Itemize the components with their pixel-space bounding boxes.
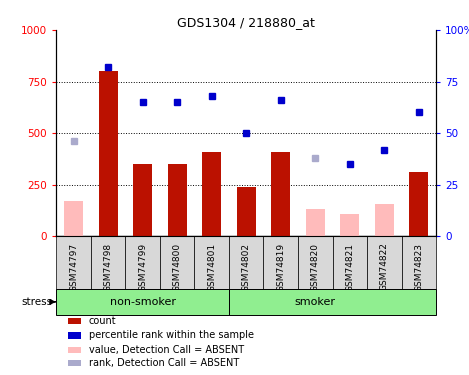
Bar (160, 236, 195, 289)
Text: percentile rank within the sample: percentile rank within the sample (89, 330, 254, 340)
Bar (125, 236, 160, 289)
Text: GSM74819: GSM74819 (276, 243, 285, 292)
Bar (333, 236, 367, 289)
Bar (401, 236, 436, 289)
Text: non-smoker: non-smoker (110, 297, 175, 307)
Text: value, Detection Call = ABSENT: value, Detection Call = ABSENT (89, 345, 244, 355)
Bar (133, 164, 152, 236)
Bar (375, 204, 394, 236)
Bar (68, 346, 81, 353)
Text: GSM74823: GSM74823 (415, 243, 424, 291)
Text: GSM74820: GSM74820 (311, 243, 320, 291)
Bar (98, 71, 118, 236)
Text: count: count (89, 316, 116, 326)
Text: GSM74821: GSM74821 (345, 243, 355, 291)
Bar (409, 172, 428, 236)
Text: smoker: smoker (295, 297, 336, 307)
Bar (271, 152, 290, 236)
Bar (56, 236, 91, 289)
Bar (91, 236, 125, 289)
Bar (367, 236, 401, 289)
Bar (340, 214, 359, 236)
Bar (68, 332, 81, 339)
Text: GSM74797: GSM74797 (69, 243, 78, 292)
Bar (237, 187, 256, 236)
Text: stress: stress (22, 297, 53, 307)
Bar (202, 152, 221, 236)
Bar (64, 201, 83, 236)
Bar (167, 164, 187, 236)
Bar (68, 360, 81, 366)
Bar (56, 289, 229, 315)
Bar (229, 236, 264, 289)
Bar (229, 289, 436, 315)
Text: GSM74802: GSM74802 (242, 243, 251, 291)
Text: GSM74801: GSM74801 (207, 243, 216, 292)
Text: GSM74822: GSM74822 (380, 243, 389, 291)
Bar (306, 209, 325, 236)
Text: GSM74799: GSM74799 (138, 243, 147, 292)
Text: rank, Detection Call = ABSENT: rank, Detection Call = ABSENT (89, 358, 239, 368)
Bar (68, 318, 81, 324)
Bar (195, 236, 229, 289)
Bar (298, 236, 333, 289)
Title: GDS1304 / 218880_at: GDS1304 / 218880_at (177, 16, 315, 29)
Text: GSM74800: GSM74800 (173, 243, 182, 292)
Text: GSM74798: GSM74798 (104, 243, 113, 292)
Bar (264, 236, 298, 289)
